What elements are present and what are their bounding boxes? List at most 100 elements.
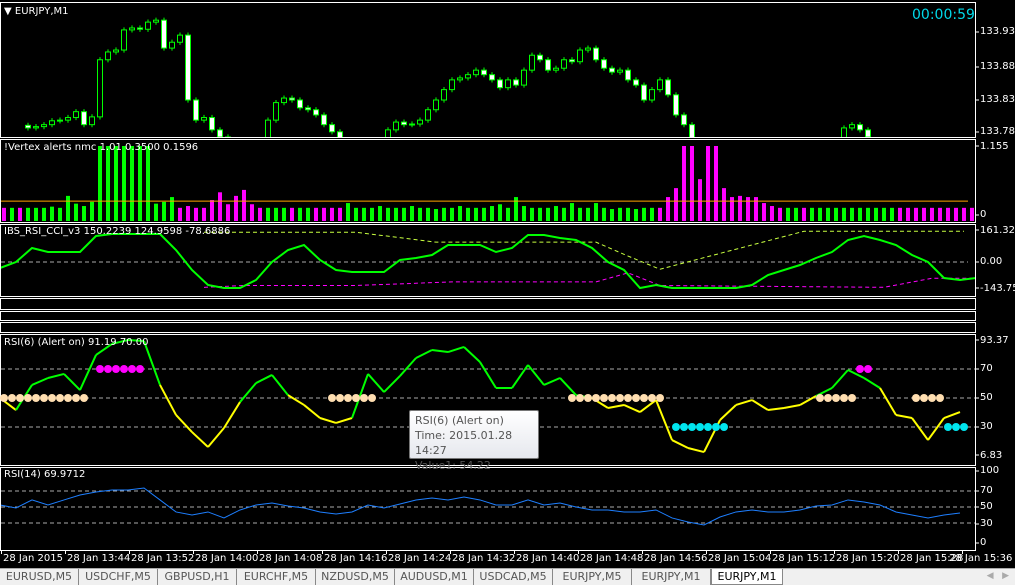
price-axis-label: 133.787 <box>980 126 1015 137</box>
bull-candle <box>649 89 655 101</box>
vertex-bar <box>522 206 526 221</box>
rsi6-segment <box>383 375 401 393</box>
vertex-bar <box>426 207 430 221</box>
tooltip-time: Time: 2015.01.28 14:27 <box>415 429 513 457</box>
rsi6-alert-dot <box>672 423 680 431</box>
bear-candle <box>857 124 863 131</box>
empty-indicator-panel[interactable] <box>0 311 976 321</box>
bull-candle <box>65 117 71 121</box>
symbol-title[interactable]: ▼ EURJPY,M1 <box>4 6 69 17</box>
rsi6-segment <box>271 374 289 396</box>
bull-candle <box>49 120 55 126</box>
bear-candle <box>481 69 487 76</box>
vertex-bar <box>2 207 6 221</box>
chart-tab[interactable]: EURJPY,M5 <box>553 569 632 585</box>
rsi6-axis-label: 93.37 <box>980 335 1009 346</box>
rsi6-alert-dot <box>920 394 928 402</box>
tooltip-title: RSI(6) (Alert on) <box>415 414 504 427</box>
rsi6-segment <box>623 404 641 413</box>
bull-candle <box>177 34 183 43</box>
vertex-bar <box>218 192 222 221</box>
vertex-bar <box>338 207 342 221</box>
vertex-bar <box>946 207 950 221</box>
chart-tab[interactable]: EURUSD,M5 <box>0 569 79 585</box>
bull-candle <box>465 74 471 79</box>
vertex-bar <box>562 207 566 221</box>
bull-candle <box>794 140 799 141</box>
rsi6-segment <box>799 395 817 406</box>
bear-candle <box>673 94 679 116</box>
rsi6-segment <box>319 417 337 424</box>
chart-tab[interactable]: USDCHF,M5 <box>79 569 158 585</box>
chart-tab[interactable]: USDCAD,M5 <box>474 569 553 585</box>
vertex-bar <box>226 204 230 221</box>
vertex-bar <box>626 207 630 221</box>
vertex-bar <box>666 197 670 221</box>
bear-candle <box>185 34 191 101</box>
bull-candle <box>826 140 831 141</box>
time-axis-label: 28 Jan 13:44 <box>67 553 131 564</box>
vertex-bar <box>402 207 406 221</box>
rsi6-alert-dot <box>344 394 352 402</box>
rsi6-alert-dot <box>856 365 864 373</box>
tab-scroll-arrows[interactable]: ◀ ▶ <box>987 571 1009 581</box>
rsi14-line <box>1 487 961 526</box>
bull-candle <box>425 109 431 121</box>
vertex-bar <box>570 203 574 221</box>
scroll-right-icon[interactable]: ▶ <box>1002 571 1009 581</box>
rsi14-panel[interactable] <box>0 467 976 551</box>
bear-candle <box>313 109 319 116</box>
chart-tab[interactable]: EURJPY,M1 <box>632 569 711 585</box>
rsi6-segment <box>239 382 257 403</box>
bull-candle <box>258 140 263 141</box>
bull-candle <box>105 51 111 61</box>
vertex-bar <box>90 201 94 221</box>
rsi6-alert-dot <box>864 365 872 373</box>
rsi6-segment <box>735 399 753 406</box>
rsi6-segment <box>47 372 65 379</box>
dropdown-triangle-icon[interactable]: ▼ <box>4 6 15 17</box>
rsi6-segment <box>847 369 865 379</box>
empty-indicator-panel[interactable] <box>0 298 976 310</box>
rsi6-segment <box>63 373 81 391</box>
vertex-bar <box>962 207 966 221</box>
vertex-bar <box>386 207 390 221</box>
chart-tab[interactable]: EURCHF,M5 <box>237 569 316 585</box>
vertex-bar <box>650 207 654 221</box>
bear-candle <box>225 136 231 137</box>
bear-candle <box>297 99 303 109</box>
chart-tab[interactable]: NZDUSD,M5 <box>316 569 395 585</box>
vertex-bar <box>466 207 470 221</box>
vertex-bar <box>554 206 558 221</box>
rsi6-segment <box>479 361 497 389</box>
vertex-bar <box>186 206 190 221</box>
rsi14-axis-label: 50 <box>980 501 993 512</box>
bull-candle <box>145 21 151 30</box>
rsi6-alert-dot <box>568 394 576 402</box>
rsi6-alert-dot <box>912 394 920 402</box>
bull-candle <box>449 79 455 91</box>
vertex-axis-label: 0 <box>980 209 987 220</box>
rsi6-alert-dot <box>712 423 720 431</box>
bear-candle <box>689 124 695 137</box>
bull-candle <box>730 140 735 141</box>
vertex-bar <box>434 209 438 221</box>
empty-indicator-panel[interactable] <box>0 322 976 333</box>
bull-candle <box>585 47 591 51</box>
rsi6-segment <box>943 411 961 419</box>
scroll-left-icon[interactable]: ◀ <box>986 571 994 581</box>
rsi6-alert-dot <box>112 365 120 373</box>
bull-candle <box>234 140 239 141</box>
chart-tab[interactable]: AUDUSD,M1 <box>395 569 474 585</box>
bull-candle <box>457 77 463 81</box>
chart-tab[interactable]: GBPUSD,H1 <box>158 569 237 585</box>
rsi6-segment <box>607 403 625 409</box>
vertex-bar <box>306 207 310 221</box>
time-tick <box>834 550 835 554</box>
rsi6-alert-dot <box>648 394 656 402</box>
chart-tab[interactable]: EURJPY,M1 <box>711 569 783 585</box>
vertex-bar <box>82 206 86 221</box>
ibs-axis-label: 161.3286 <box>980 225 1015 236</box>
vertex-bar <box>538 207 542 221</box>
